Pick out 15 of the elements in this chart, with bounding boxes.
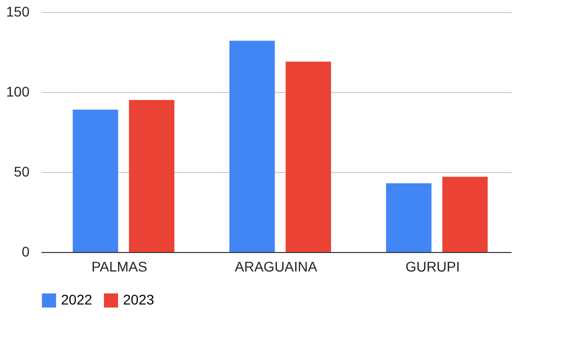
bar [286,62,332,252]
y-tick-label: 0 [22,244,30,260]
y-tick-label: 50 [14,164,30,180]
y-tick-label: 150 [6,4,30,20]
bar [386,183,432,252]
bar [72,110,118,252]
bar [442,176,488,252]
legend-label: 2022 [61,291,92,308]
x-tick-label: GURUPI [405,258,460,274]
legend-label: 2023 [123,291,154,308]
bar [128,100,174,252]
bar [229,40,275,252]
x-tick-label: PALMAS [91,258,148,274]
x-tick-label: ARAGUAINA [234,258,318,274]
y-tick-label: 100 [6,84,30,100]
